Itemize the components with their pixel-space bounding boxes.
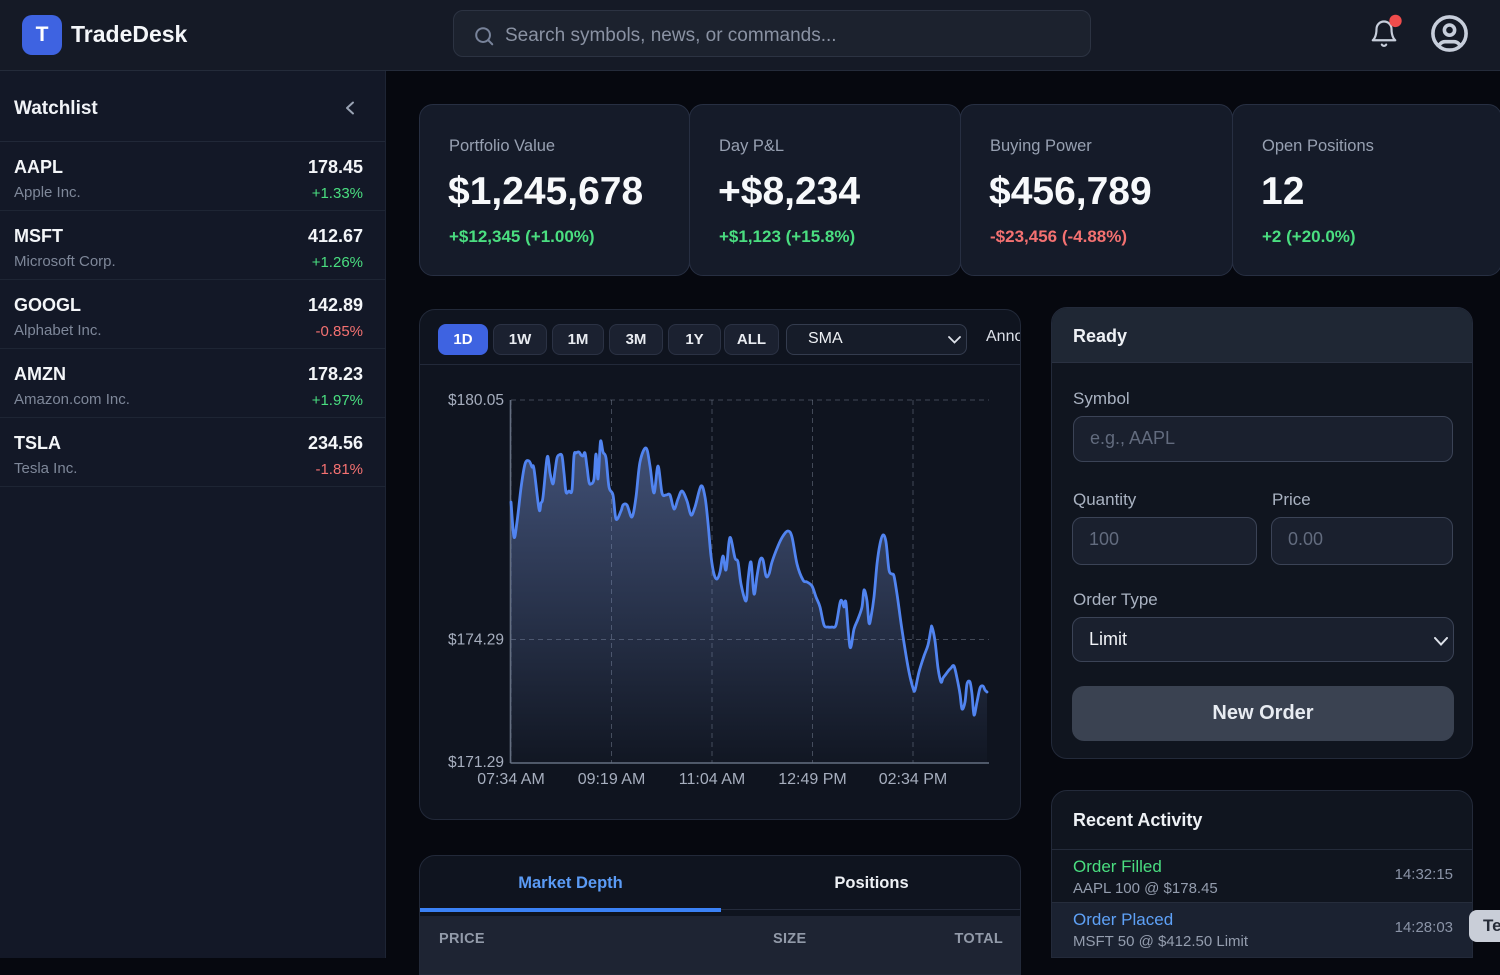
- svg-text:11:04 AM: 11:04 AM: [679, 771, 745, 788]
- svg-text:$180.05: $180.05: [448, 392, 504, 409]
- svg-text:$171.29: $171.29: [448, 754, 504, 771]
- svg-text:09:19 AM: 09:19 AM: [578, 771, 646, 788]
- svg-text:12:49 PM: 12:49 PM: [778, 771, 846, 788]
- svg-text:07:34 AM: 07:34 AM: [477, 771, 545, 788]
- svg-text:$174.29: $174.29: [448, 632, 504, 649]
- svg-text:02:34 PM: 02:34 PM: [879, 771, 947, 788]
